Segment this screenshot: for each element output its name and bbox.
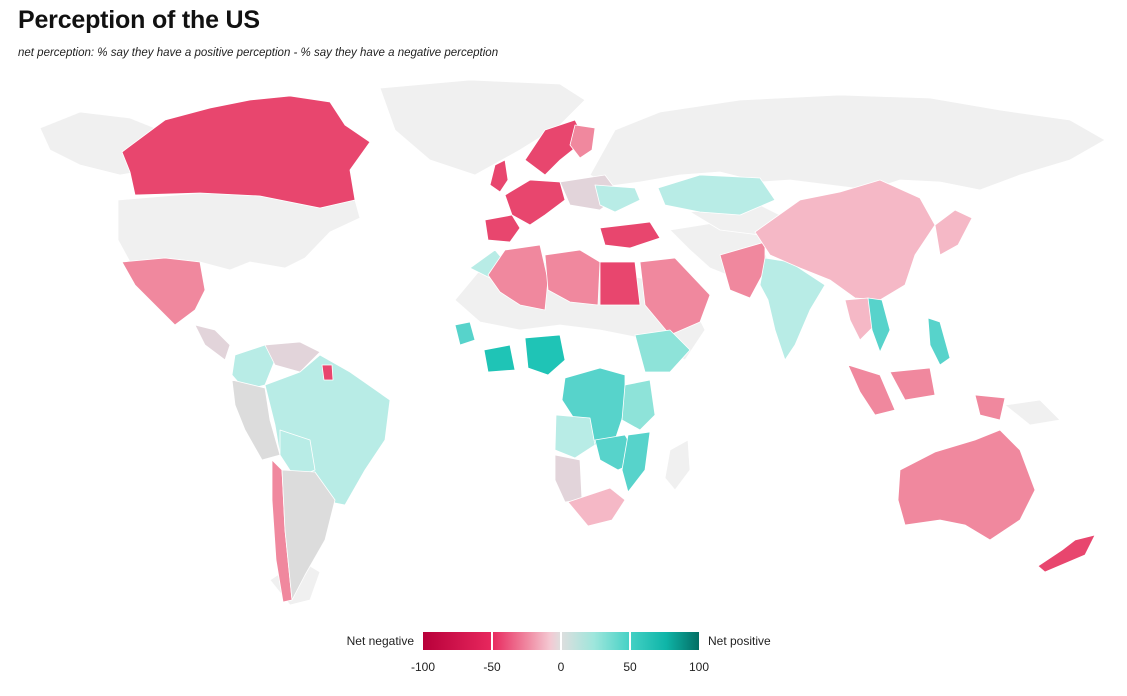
chart-subtitle: net perception: % say they have a positi… [18, 47, 499, 59]
legend-separator [629, 632, 631, 650]
region-madagascar [664, 439, 691, 491]
region-central-america [194, 324, 231, 361]
region-southeast-asia [844, 297, 876, 341]
region-ethiopia [634, 329, 691, 373]
region-china [754, 179, 936, 301]
legend-separator [560, 632, 562, 650]
legend-separator [491, 632, 493, 650]
region-libya [544, 249, 601, 306]
region-venezuela [264, 341, 321, 373]
region-argentina [281, 469, 336, 601]
legend-negative-label: Net negative [346, 634, 414, 648]
region-saudi-arabia [639, 257, 711, 336]
region-vietnam [867, 297, 891, 353]
region-russia [589, 94, 1106, 191]
region-australia [897, 429, 1036, 541]
legend-tick: 0 [557, 660, 565, 674]
region-peru [231, 379, 281, 461]
region-south-africa [567, 487, 626, 527]
region-tanzania-kenya [621, 379, 656, 431]
region-new-zealand [1037, 534, 1096, 573]
region-nigeria [524, 334, 566, 376]
region-canada [121, 95, 371, 209]
region-india [759, 257, 826, 361]
region-west-africa [454, 321, 476, 346]
region-mexico [121, 257, 206, 326]
region-egypt [599, 261, 641, 306]
region-western-europe [504, 179, 566, 226]
legend-positive-label: Net positive [708, 634, 771, 648]
region-japan-korea [934, 209, 973, 256]
region-indonesia [847, 364, 1006, 421]
legend-tick: 100 [688, 660, 710, 674]
region-namibia [554, 454, 583, 503]
region-iberia [484, 214, 521, 243]
region-ghana-ivory-coast [483, 344, 516, 373]
color-legend: Net negative Net positive -100 -50 0 50 … [0, 628, 1127, 688]
region-kazakhstan [657, 174, 776, 216]
region-mozambique [621, 431, 651, 493]
region-iran-pakistan [719, 241, 766, 299]
chart-title: Perception of the US [18, 6, 260, 34]
legend-tick: 50 [623, 660, 637, 674]
region-guyana [321, 364, 334, 381]
region-philippines [927, 317, 951, 366]
region-ukraine [594, 184, 641, 213]
region-algeria [487, 244, 549, 311]
region-uk [489, 159, 509, 193]
legend-tick: -100 [410, 660, 436, 674]
region-finland [569, 124, 596, 159]
region-turkey [599, 221, 661, 249]
region-png [1004, 399, 1061, 426]
world-map [39, 79, 1106, 606]
legend-tick: -50 [483, 660, 501, 674]
region-angola [554, 414, 596, 459]
